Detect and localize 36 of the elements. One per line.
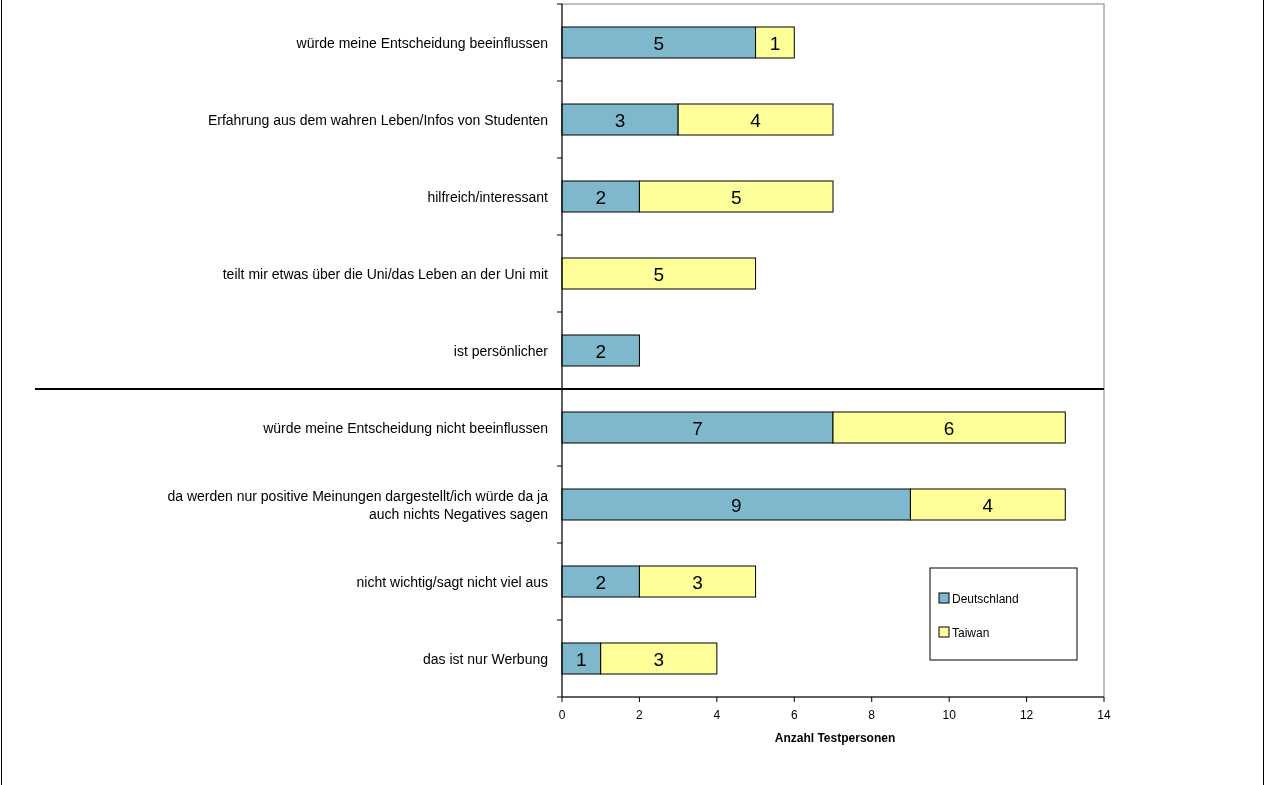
legend-label: Deutschland: [952, 592, 1019, 606]
y-tick-label: ist persönlicher: [453, 342, 549, 359]
y-tick-label: würde meine Entscheidung beeinflussen: [295, 34, 548, 51]
data-label: 7: [692, 417, 703, 439]
y-tick-label: das ist nur Werbung: [422, 650, 548, 667]
x-tick-label: 10: [942, 708, 957, 722]
data-label: 1: [576, 648, 587, 670]
x-tick-label: 12: [1019, 708, 1034, 722]
data-label: 5: [653, 263, 665, 285]
legend-label: Taiwan: [952, 626, 990, 640]
data-label: 4: [982, 494, 994, 516]
x-tick-label: 14: [1097, 708, 1111, 722]
data-label: 2: [595, 571, 606, 593]
data-label: 9: [730, 494, 742, 516]
x-tick-label: 0: [558, 708, 566, 722]
data-label: 5: [653, 32, 665, 54]
y-tick-label: nicht wichtig/sagt nicht viel aus: [356, 573, 548, 590]
data-label: 5: [730, 186, 742, 208]
x-tick-label: 8: [868, 708, 876, 722]
x-tick-label: 6: [790, 708, 798, 722]
y-tick-label: hilfreich/interessant: [427, 188, 549, 205]
data-label: 3: [614, 109, 626, 131]
x-axis-title: Anzahl Testpersonen: [774, 731, 896, 745]
data-label: 6: [943, 417, 955, 439]
y-tick-label: würde meine Entscheidung nicht beeinflussen: [262, 419, 548, 436]
x-tick-label: 4: [713, 708, 721, 722]
data-label: 2: [595, 340, 606, 362]
data-label: 3: [653, 648, 665, 670]
x-tick-label: 2: [636, 708, 644, 722]
data-label: 3: [692, 571, 703, 593]
data-label: 2: [595, 186, 606, 208]
y-tick-label: Erfahrung aus dem wahren Leben/Infos von Studenten: [207, 111, 548, 128]
data-label: 4: [750, 109, 762, 131]
y-tick-label: teilt mir etwas über die Uni/das Leben an der Uni mit: [222, 265, 549, 282]
y-tick-label: da werden nur positive Meinungen dargestellt/ich würde da ja auch nichts Negatives sagen: [167, 487, 549, 522]
data-label: 1: [769, 32, 781, 54]
